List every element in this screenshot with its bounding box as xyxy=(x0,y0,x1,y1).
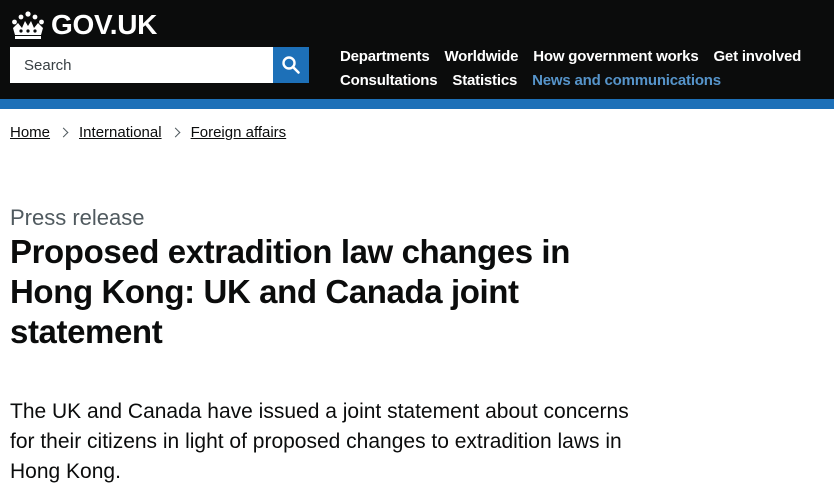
page-caption: Press release xyxy=(10,205,145,230)
nav-link-how-government-works[interactable]: How government works xyxy=(533,47,699,65)
search-icon xyxy=(282,56,300,74)
nav-link-departments[interactable]: Departments xyxy=(340,47,430,65)
breadcrumb-foreign-affairs[interactable]: Foreign affairs xyxy=(190,124,287,141)
nav-link-statistics[interactable]: Statistics xyxy=(452,71,518,89)
search-input[interactable] xyxy=(10,47,273,83)
breadcrumb: Home International Foreign affairs xyxy=(10,124,286,141)
site-header: GOV.UK Departments Worldwide How governm… xyxy=(0,0,834,99)
search-form xyxy=(10,47,309,83)
nav-link-get-involved[interactable]: Get involved xyxy=(713,47,802,65)
chevron-right-icon xyxy=(58,127,69,138)
nav-link-news-and-communications[interactable]: News and communications xyxy=(532,71,721,89)
search-button[interactable] xyxy=(273,47,309,83)
header-stripe xyxy=(0,99,834,109)
chevron-right-icon xyxy=(170,127,181,138)
nav-row-primary: Departments Worldwide How government wor… xyxy=(340,44,834,68)
crown-icon xyxy=(12,11,44,39)
page-title: Proposed extradition law changes in Hong… xyxy=(10,233,570,350)
breadcrumb-home[interactable]: Home xyxy=(10,124,51,141)
main-navigation: Departments Worldwide How government wor… xyxy=(340,44,834,92)
page-lead-summary: The UK and Canada have issued a joint st… xyxy=(10,400,629,483)
nav-row-secondary: Consultations Statistics News and commun… xyxy=(340,68,834,92)
breadcrumb-international[interactable]: International xyxy=(79,124,162,141)
govuk-logo-link[interactable]: GOV.UK xyxy=(10,8,157,42)
logo-text: GOV.UK xyxy=(51,9,158,40)
nav-link-worldwide[interactable]: Worldwide xyxy=(444,47,519,65)
nav-link-consultations[interactable]: Consultations xyxy=(340,71,438,89)
